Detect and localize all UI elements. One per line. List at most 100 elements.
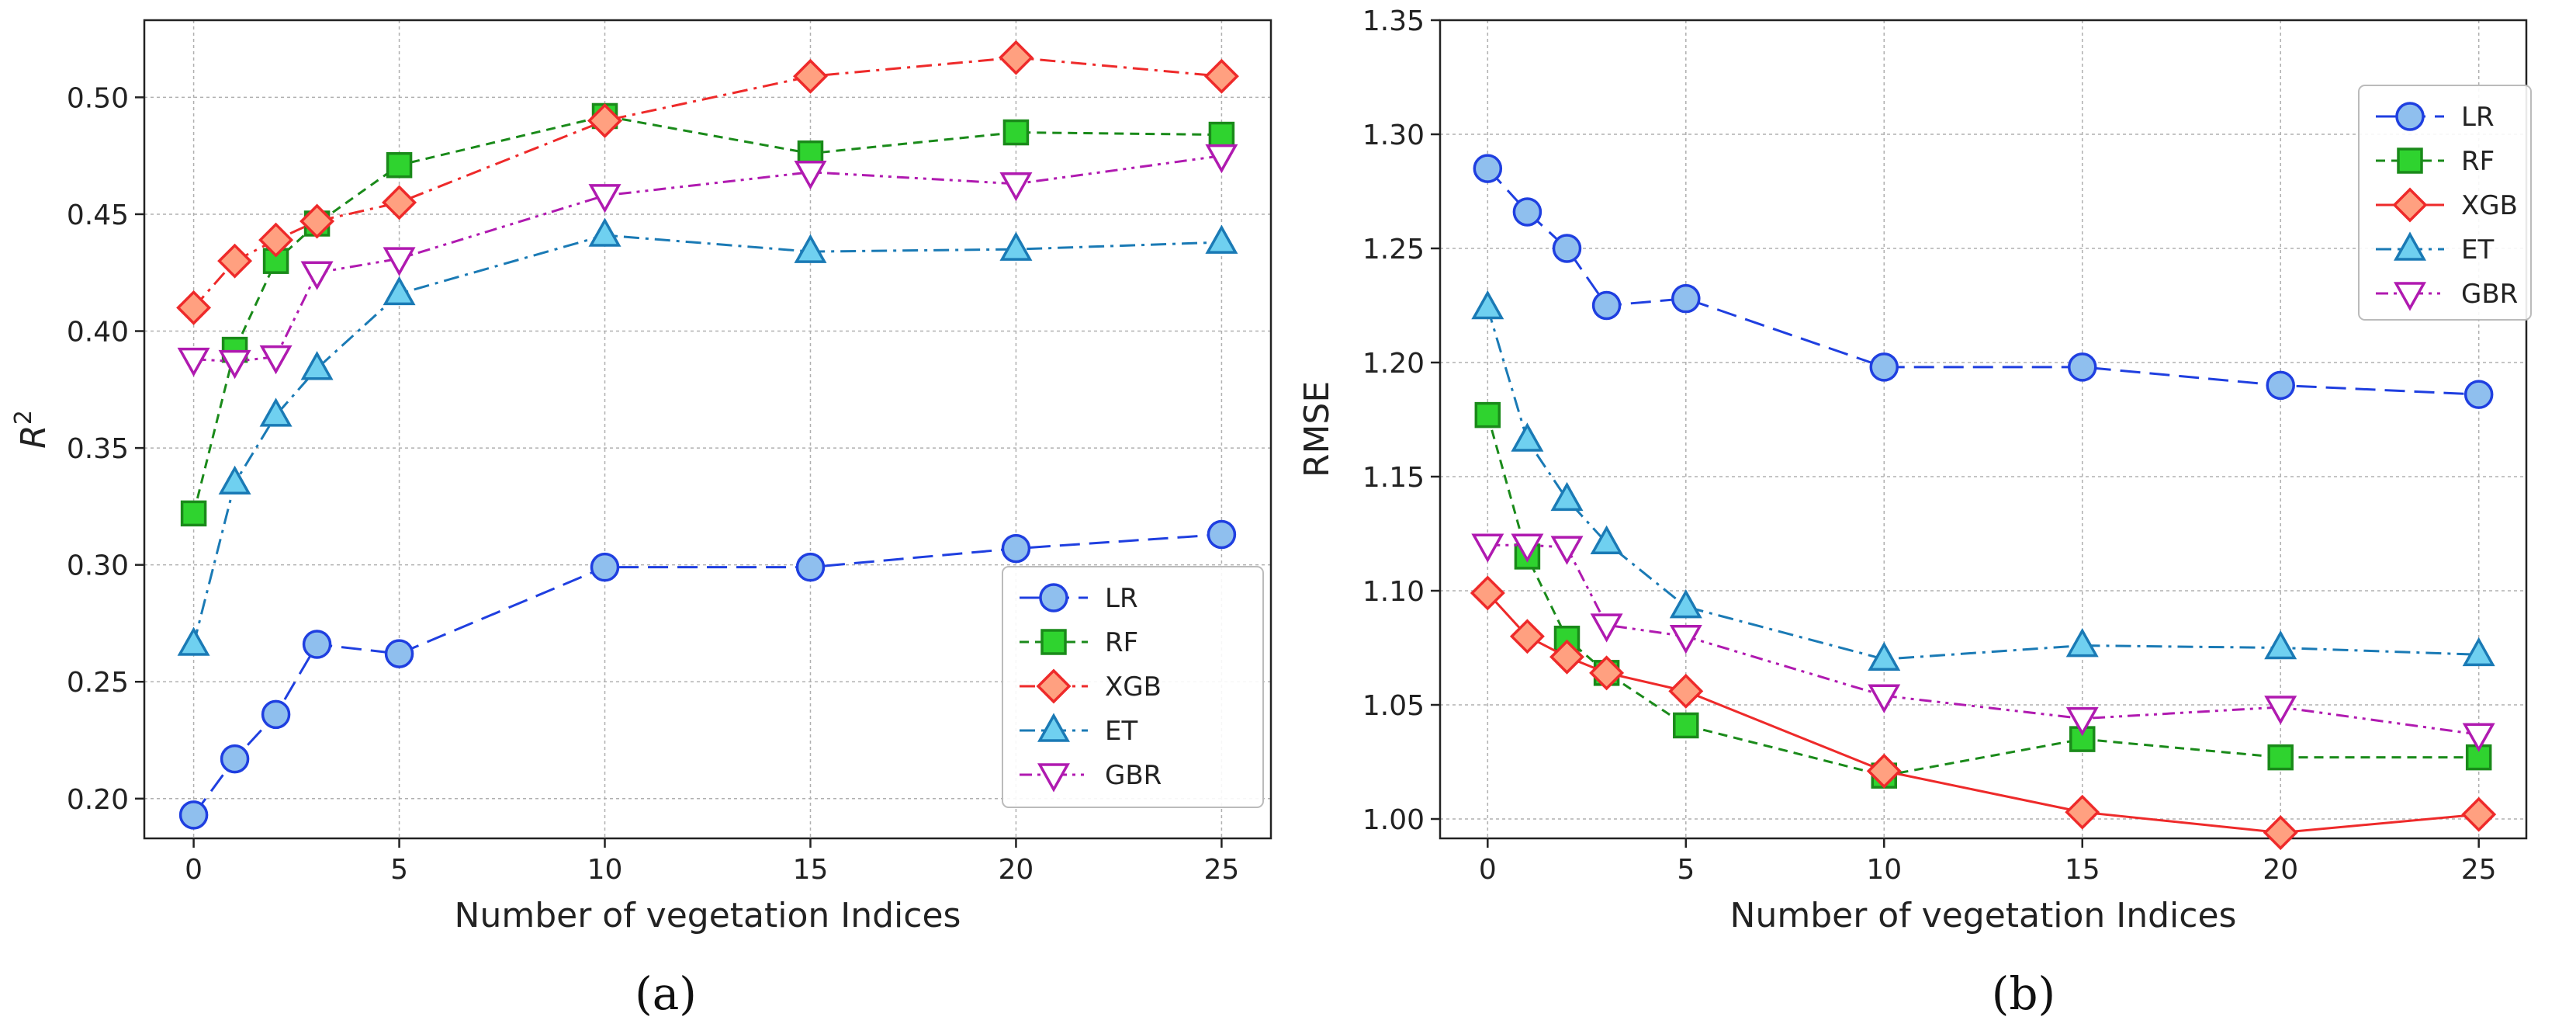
data-point-rf [1208, 121, 1235, 148]
x-tick-label: 15 [2065, 854, 2100, 886]
data-point-gbr [1205, 144, 1238, 174]
data-point-xgb [1203, 58, 1239, 94]
data-point-gbr [177, 347, 210, 377]
data-point-et [588, 217, 621, 247]
series-gbr [177, 144, 1238, 380]
series-rf [1474, 401, 2492, 789]
y-tick-label: 1.05 [1362, 690, 1425, 722]
data-point-xgb [1509, 619, 1545, 654]
legend-label-xgb: XGB [2461, 190, 2518, 221]
legend-marker-xgb [1036, 668, 1072, 704]
x-tick-label: 15 [793, 854, 829, 886]
series-lr [178, 519, 1237, 830]
series-line-gbr [1487, 543, 2479, 736]
data-point-et [1669, 589, 1702, 619]
x-tick-label: 20 [999, 854, 1034, 886]
data-point-gbr [999, 172, 1033, 202]
data-point-lr [261, 699, 291, 730]
legend-marker-rf [2397, 147, 2423, 174]
data-point-et [300, 351, 334, 380]
data-point-lr [1552, 234, 1582, 263]
data-point-et [1205, 224, 1238, 254]
legend-marker-et [1037, 713, 1070, 742]
legend-box [1002, 566, 1264, 808]
y-tick-label: 0.35 [67, 433, 129, 465]
series-line-et [192, 234, 1222, 645]
series-line-rf [192, 114, 1222, 514]
legend-marker-gbr [2394, 282, 2426, 311]
data-point-gbr [383, 247, 416, 276]
x-axis-label: Number of vegetation Indices [1730, 896, 2237, 935]
legend-label-rf: RF [1105, 627, 1138, 658]
y-tick-label: 1.20 [1362, 348, 1425, 380]
y-tick-label: 0.30 [67, 550, 129, 582]
legend-marker-gbr [1037, 763, 1070, 793]
x-axis-label: Number of vegetation Indices [455, 896, 961, 935]
data-point-xgb [1470, 575, 1505, 611]
data-point-xgb [2263, 815, 2298, 851]
y-tick-label: 1.35 [1362, 5, 1425, 37]
data-point-et [1590, 525, 1623, 555]
data-point-rf [386, 151, 413, 179]
series-line-rf [1486, 415, 2479, 777]
series-lr [1473, 154, 2494, 409]
data-point-gbr [1590, 613, 1623, 643]
data-point-lr [795, 552, 826, 582]
data-point-rf [180, 500, 207, 527]
y-tick-label: 0.20 [67, 784, 129, 816]
data-point-lr [1001, 533, 1031, 564]
y-tick-label: 0.50 [67, 82, 129, 114]
data-point-xgb [176, 290, 212, 325]
series-et [177, 217, 1238, 656]
data-point-xgb [793, 58, 828, 94]
data-point-lr [2463, 380, 2494, 409]
data-point-et [383, 276, 416, 306]
legend-marker-et [2394, 231, 2426, 261]
legend-label-et: ET [2461, 234, 2494, 265]
data-point-rf [1002, 119, 1030, 146]
y-tick-label: 0.40 [67, 317, 129, 349]
panel-caption: (a) [635, 967, 697, 1020]
legend-marker-rf [1040, 629, 1067, 655]
x-tick-label: 5 [1677, 854, 1695, 886]
data-point-lr [384, 639, 414, 668]
series-et [1471, 290, 2495, 671]
data-point-xgb [258, 222, 294, 258]
series-xgb [1470, 575, 2497, 851]
legend-label-lr: LR [1105, 583, 1138, 614]
data-point-gbr [218, 349, 251, 380]
data-point-xgb [2065, 794, 2100, 830]
data-point-et [1471, 290, 1504, 320]
y-tick-label: 1.10 [1362, 576, 1425, 608]
y-tick-label: 1.30 [1362, 120, 1425, 151]
x-tick-label: 20 [2263, 854, 2298, 886]
series-line-lr [192, 533, 1222, 816]
data-point-et [218, 465, 251, 495]
data-point-gbr [1511, 533, 1544, 563]
data-point-et [177, 626, 210, 656]
x-tick-label: 5 [390, 854, 408, 886]
legend: LR RF XGB ET GBR [1002, 566, 1264, 808]
data-point-xgb [2461, 796, 2497, 832]
data-point-xgb [217, 243, 253, 279]
legend-marker-lr [1039, 583, 1068, 612]
legend-box [2358, 85, 2532, 321]
legend-label-xgb: XGB [1105, 671, 1162, 703]
y-axis-label-text: RMSE [1297, 381, 1337, 477]
data-point-et [999, 231, 1033, 261]
data-point-xgb [299, 203, 335, 239]
x-tick-label: 0 [185, 854, 203, 886]
data-point-rf [2267, 744, 2294, 771]
legend-label-lr: LR [2461, 102, 2495, 133]
y-tick-label: 1.15 [1362, 462, 1425, 494]
y-tick-label: 0.45 [67, 200, 129, 231]
x-tick-label: 10 [587, 854, 623, 886]
data-point-xgb [998, 40, 1034, 75]
data-point-gbr [588, 184, 621, 213]
series-xgb [176, 40, 1239, 325]
data-point-lr [1671, 283, 1701, 314]
data-point-xgb [1866, 753, 1902, 789]
x-tick-label: 25 [2461, 854, 2497, 886]
x-tick-label: 10 [1866, 854, 1902, 886]
